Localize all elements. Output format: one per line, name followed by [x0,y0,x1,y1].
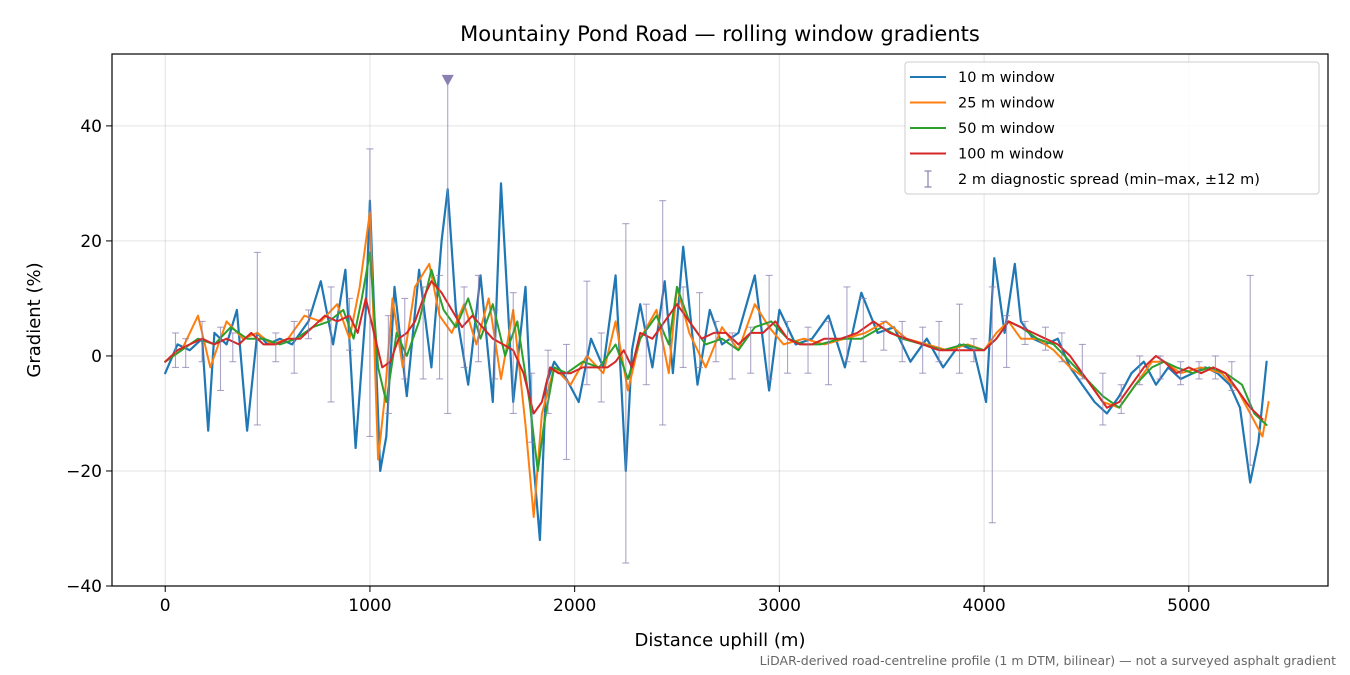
errorbar [419,286,427,380]
errorbar [216,326,224,392]
legend-label: 100 m window [958,147,1064,163]
legend-item: 100 m window [910,147,1064,163]
errorbar [728,332,736,380]
errorbar [1177,361,1185,386]
errorbar [1228,361,1236,392]
errorbar [509,292,517,415]
errorbar [474,274,482,363]
x-tick-label: 1000 [348,596,391,616]
y-tick-label: 40 [80,117,102,137]
errorbar [659,200,667,426]
x-tick-label: 4000 [962,596,1005,616]
y-tick-label: −20 [66,462,102,482]
y-axis-ticks: −40 −20 0 20 40 [66,117,112,597]
errorbar [491,309,499,380]
y-tick-label: 20 [80,232,102,252]
errorbar [622,223,630,564]
y-tick-label: 0 [91,347,102,367]
errorbar [198,320,206,363]
series-line-50m-window [164,251,1268,472]
errorbar [460,286,468,368]
errorbar [859,297,867,363]
diagnostic-spread-errorbars [171,79,1254,564]
errorbar [1078,343,1086,380]
errorbar [642,303,650,386]
legend-items: 10 m window 25 m window 50 m window 100 m w… [910,70,1260,188]
errorbar [843,286,851,363]
errorbar [935,320,943,363]
errorbar [1003,315,1011,368]
series-line-25m-window [164,211,1270,518]
legend-label: 25 m window [958,96,1055,112]
series-lines [164,182,1270,542]
x-tick-label: 0 [160,596,171,616]
errorbar [290,320,298,374]
legend-item: 50 m window [910,121,1055,137]
x-tick-label: 5000 [1167,596,1210,616]
legend-item: 2 m diagnostic spread (min–max, ±12 m) [924,170,1260,188]
footnote: LiDAR-derived road-centreline profile (1… [760,653,1336,668]
errorbar [544,349,552,415]
errorbar [1058,332,1066,363]
errorbar [345,297,353,351]
errorbar [804,326,812,374]
errorbar [366,148,374,438]
errorbar [1099,372,1107,426]
x-tick-label: 2000 [553,596,596,616]
errorbar [171,332,179,368]
errorbar [401,297,409,380]
chart-title: Mountainy Pond Road — rolling window gra… [460,22,980,46]
x-tick-label: 3000 [758,596,801,616]
errorbar [1136,355,1144,386]
y-tick-label: −40 [66,577,102,597]
errorbar [880,320,888,351]
errorbar [1041,326,1049,351]
legend-label: 10 m window [958,70,1055,86]
errorbar [182,338,190,368]
errorbar [384,315,392,415]
errorbar [712,320,720,363]
legend-box [904,61,1320,195]
errorbar [1117,384,1125,415]
errorbar [1211,355,1219,380]
errorbar [784,320,792,374]
legend-label: 50 m window [958,121,1055,137]
errorbar [229,332,237,363]
errorbar [253,251,261,426]
errorbar [898,320,906,363]
errorbar [1195,361,1203,380]
errorbar [747,326,755,374]
errorbar [956,303,964,374]
x-axis-ticks: 0 1000 2000 3000 4000 5000 [160,586,1210,616]
legend-label: 2 m diagnostic spread (min–max, ±12 m) [958,172,1260,188]
x-axis-title: Distance uphill (m) [635,630,806,651]
errorbar [327,286,335,403]
errorbar [919,326,927,374]
errorbar [436,274,444,380]
errorbar [1021,320,1029,345]
errorbar [305,309,313,340]
errorbar [824,320,832,386]
errorbar [765,274,773,380]
errorbar [696,292,704,368]
errorbar [583,280,591,386]
errorbar [528,372,536,443]
plot-frame [111,53,1329,587]
series-line-100m-window [164,280,1264,421]
y-axis-title: Gradient (%) [24,262,45,377]
errorbar [679,286,687,368]
annotation-markers [441,74,454,86]
errorbar [597,332,605,403]
legend-item: 10 m window [910,70,1055,86]
errorbar [562,343,570,461]
errorbar [988,286,996,524]
errorbar [1156,355,1164,380]
errorbar [970,338,978,363]
legend: 10 m window 25 m window 50 m window 100 m w… [904,61,1320,195]
errorbar [272,332,280,363]
triangle-down-marker [441,74,454,86]
errorbar [1246,274,1254,466]
legend-item: 25 m window [910,96,1055,112]
